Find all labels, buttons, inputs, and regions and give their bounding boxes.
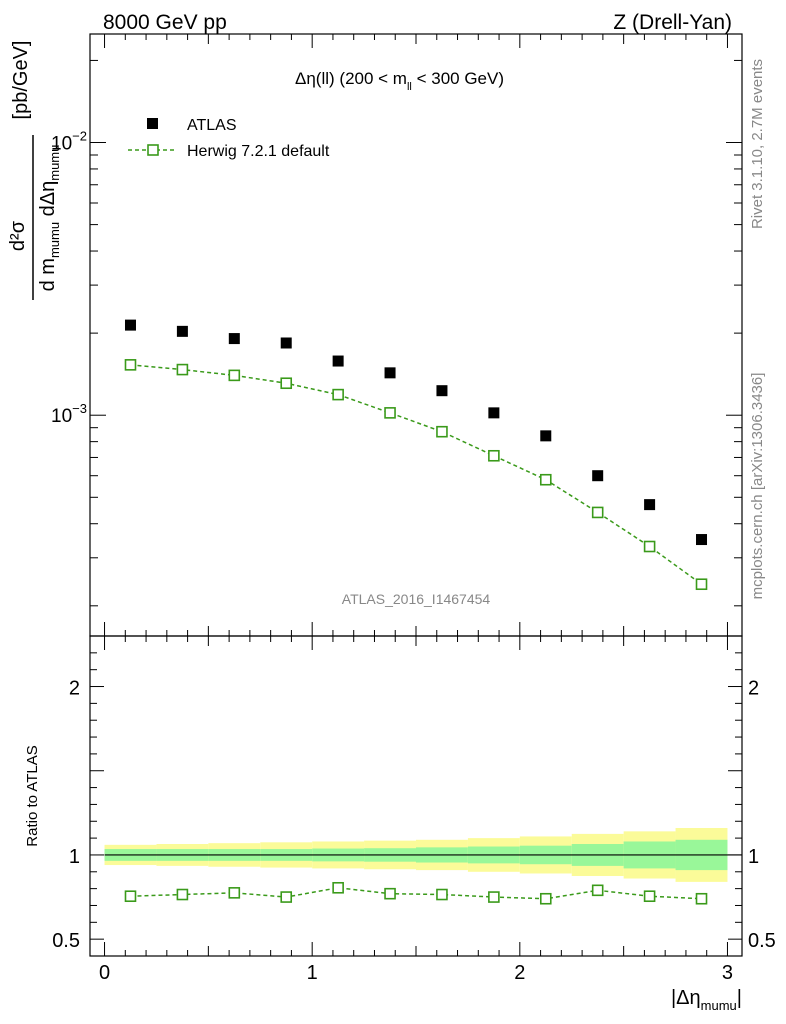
xtick-label: 0 [99, 962, 110, 984]
herwig-point [591, 506, 604, 519]
axis-ticks [90, 34, 742, 957]
ratio-ytick-label-left: 0.5 [52, 930, 80, 952]
legend-label-herwig: Herwig 7.2.1 default [187, 143, 330, 160]
header-right: Z (Drell-Yan) [613, 11, 732, 34]
x-axis-label: |Δηmumu| [671, 987, 742, 1013]
ratio-herwig-line [130, 887, 702, 900]
ylabel-numerator: d²σ [7, 220, 29, 251]
xtick-label: 1 [307, 962, 318, 984]
herwig-point [384, 407, 396, 419]
plot-title-main: Δη(ll) (200 < m [295, 69, 407, 88]
herwig-point [695, 578, 708, 591]
main-plot-marks [124, 319, 708, 591]
main-ytick-exp-1: −2 [72, 129, 87, 144]
herwig-point [488, 449, 500, 462]
ratio-herwig-point [591, 884, 604, 897]
herwig-point [176, 363, 189, 376]
main-ytick-base-2: 10 [51, 406, 72, 427]
legend: ATLAS Herwig 7.2.1 default [128, 117, 330, 160]
ratio-herwig-point [539, 892, 552, 905]
ratio-plot-marks [124, 881, 708, 905]
xlabel-tail: | [737, 987, 742, 1009]
ratio-ytick-label-right: 2 [748, 678, 759, 700]
ratio-herwig-point [280, 891, 293, 903]
atlas-point [592, 470, 604, 482]
mcplots-label: mcplots.cern.ch [arXiv:1306.3436] [749, 373, 766, 600]
ylabel-den-sub1: mumu [47, 222, 62, 258]
ratio-ytick-label-right: 0.5 [748, 930, 776, 952]
atlas-point [644, 499, 656, 511]
ratio-plot-frame [89, 635, 743, 957]
atlas-point [540, 430, 552, 442]
ratio-bands [104, 828, 742, 882]
ratio-herwig-point [176, 888, 189, 901]
atlas-point [696, 534, 708, 546]
herwig-point [280, 377, 293, 390]
atlas-point [332, 355, 344, 367]
ratio-ytick-label-left: 1 [69, 846, 80, 868]
xlabel-main: |Δη [671, 987, 701, 1009]
herwig-point [539, 473, 552, 486]
ylabel-den-a: d m [37, 258, 59, 291]
ratio-herwig-point [436, 888, 448, 901]
legend-label-atlas: ATLAS [187, 117, 237, 134]
atlas-point [488, 407, 500, 419]
ylabel-den-sub2: mumu [47, 145, 62, 181]
ratio-ytick-label-right: 1 [748, 846, 759, 868]
ratio-herwig-point [332, 881, 344, 894]
atlas-point [124, 319, 136, 331]
tick-labels: 0.5 0.5 1 1 2 2 0 1 2 3 [52, 678, 776, 984]
ratio-y-axis-label: Ratio to ATLAS [24, 745, 41, 846]
rivet-label: Rivet 3.1.10, 2.7M events [749, 59, 766, 229]
ylabel-unit: [pb/GeV] [10, 41, 32, 120]
ratio-herwig-point [695, 892, 708, 905]
herwig-point [643, 540, 656, 553]
ratio-herwig-point [124, 890, 137, 903]
ylabel-denominator: d mmumu dΔηmumu [37, 145, 62, 292]
plot-title: Δη(ll) (200 < mll < 300 GeV) [295, 69, 504, 93]
ylabel-den-b: dΔη [37, 181, 59, 222]
atlas-point [280, 337, 292, 349]
herwig-line [130, 364, 702, 585]
analysis-watermark: ATLAS_2016_I1467454 [342, 591, 491, 607]
ratio-herwig-point [228, 887, 241, 899]
legend-marker-herwig [147, 144, 159, 156]
herwig-point [436, 425, 448, 438]
main-y-axis-label: d²σ d mmumu dΔηmumu [pb/GeV] [7, 41, 62, 300]
herwig-point [332, 388, 344, 401]
herwig-point [228, 369, 241, 382]
xtick-label: 2 [514, 962, 525, 984]
main-ytick-base-1: 10 [51, 134, 72, 155]
atlas-point [436, 385, 448, 397]
legend-marker-atlas [147, 118, 158, 129]
xlabel-sub: mumu [701, 998, 737, 1013]
herwig-point [124, 359, 137, 371]
atlas-point [384, 367, 396, 379]
ratio-herwig-point [384, 887, 396, 900]
main-ytick-exp-2: −3 [72, 401, 87, 416]
atlas-point [176, 325, 188, 337]
ratio-herwig-point [643, 890, 656, 903]
main-ytick-label-2: 10−3 [51, 401, 87, 427]
ratio-ytick-label-left: 2 [69, 678, 80, 700]
plot-title-tail: < 300 GeV) [412, 69, 504, 88]
xtick-label: 3 [722, 962, 733, 984]
header-left: 8000 GeV pp [103, 11, 227, 34]
ratio-herwig-point [488, 891, 500, 903]
plot-title-sub: ll [407, 81, 412, 93]
atlas-point [228, 333, 240, 345]
main-ytick-label-1: 10−2 [51, 129, 87, 155]
